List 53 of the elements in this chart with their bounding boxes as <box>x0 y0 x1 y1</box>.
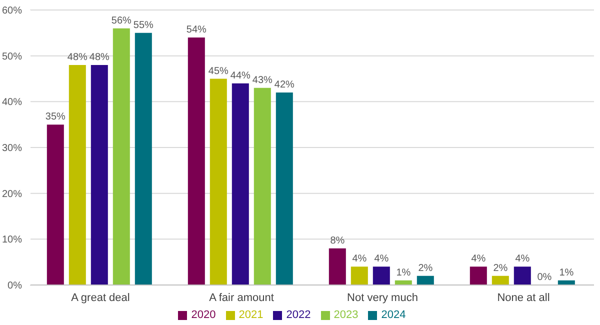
bar <box>46 124 64 285</box>
data-label: 4% <box>515 254 530 265</box>
data-label: 43% <box>252 74 273 86</box>
data-label: 1% <box>396 267 411 278</box>
bar <box>470 266 487 285</box>
bar <box>210 78 227 285</box>
bar <box>350 266 368 285</box>
data-label: 35% <box>45 112 66 123</box>
x-tick-label: A fair amount <box>209 292 274 304</box>
data-label: 42% <box>274 80 295 90</box>
data-label: 44% <box>230 70 251 82</box>
y-tick-label: 0% <box>8 280 22 292</box>
legend-label: 2023 <box>334 309 358 321</box>
x-tick-label: A great deal <box>71 292 130 304</box>
bar <box>112 28 130 285</box>
x-tick-label: None at all <box>497 292 550 304</box>
y-tick-label: 60% <box>2 6 22 17</box>
data-label: 2% <box>418 262 433 274</box>
bar <box>372 266 390 285</box>
bar <box>232 83 249 285</box>
bar <box>90 65 108 285</box>
data-label: 54% <box>186 24 207 36</box>
legend-label: 2020 <box>191 309 216 321</box>
data-label: 4% <box>471 254 486 265</box>
data-label: 2% <box>493 262 508 274</box>
data-label: 0% <box>537 272 552 283</box>
data-label: 4% <box>352 254 367 265</box>
data-label: 4% <box>374 254 389 265</box>
data-label: 56% <box>111 15 132 26</box>
data-label: 55% <box>133 20 154 31</box>
y-tick-label: 20% <box>2 188 22 200</box>
bar <box>134 32 152 285</box>
data-label: 45% <box>208 66 229 77</box>
bar <box>514 266 531 285</box>
x-tick-label: Not very much <box>347 292 418 304</box>
bar <box>68 65 86 285</box>
data-label: 48% <box>89 52 110 63</box>
bar <box>492 276 509 285</box>
data-label: 48% <box>67 52 88 63</box>
data-label: 8% <box>330 235 345 246</box>
bar <box>276 92 293 285</box>
y-tick-label: 30% <box>2 143 22 154</box>
legend-label: 2022 <box>286 309 311 321</box>
y-tick-label: 50% <box>2 51 22 62</box>
bar <box>328 248 346 285</box>
data-label: 1% <box>559 267 574 278</box>
y-tick-label: 40% <box>2 97 22 108</box>
bar <box>254 88 271 285</box>
legend-label: 2024 <box>381 309 406 321</box>
legend-label: 2021 <box>238 309 264 321</box>
y-tick-label: 10% <box>2 234 22 246</box>
bar <box>416 276 434 285</box>
bar <box>188 38 205 285</box>
